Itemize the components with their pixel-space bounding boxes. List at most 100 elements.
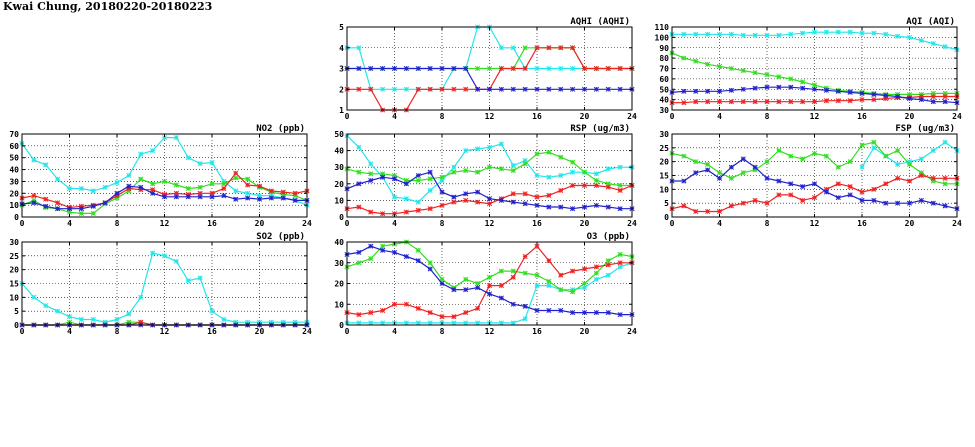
rsp-blue-point (522, 201, 528, 207)
no2-cyan-point (90, 188, 96, 194)
aqhi-red-point (498, 65, 504, 72)
aqhi-red-point (439, 86, 445, 92)
so2-cyan-point (43, 303, 49, 309)
fsp-red-point (788, 192, 794, 198)
fsp-blue-point (716, 175, 723, 181)
aqi-green-point (716, 63, 723, 69)
no2-green-point (90, 210, 96, 216)
rsp-red-point (593, 182, 599, 189)
rsp-green-point (427, 176, 433, 182)
aqi-cyan-point (776, 32, 782, 38)
rsp-xtick-label: 0 (345, 219, 350, 228)
fsp-xtick-label: 8 (765, 219, 770, 228)
aqi-blue-point (788, 84, 794, 90)
rsp-blue-point (593, 202, 599, 208)
no2-blue-point (102, 200, 108, 206)
rsp-green-point (415, 177, 421, 184)
o3-blue-point (593, 309, 599, 316)
fsp-ytick-label: 0 (664, 213, 669, 222)
o3-green-point (486, 274, 493, 280)
aqhi-red-point (534, 45, 540, 51)
rsp-red-point (380, 211, 386, 217)
o3-ytick-label: 10 (334, 300, 344, 309)
o3-blue-point (380, 247, 386, 253)
aqhi-xtick-label: 20 (580, 112, 590, 121)
aqhi-ytick-label: 4 (339, 44, 344, 53)
aqhi-red-point (463, 86, 469, 92)
aqhi-xtick-label: 16 (532, 112, 542, 121)
so2-xtick-label: 0 (20, 327, 25, 336)
fsp-blue-point (823, 189, 829, 195)
fsp-red-point (835, 181, 841, 187)
fsp-green-point (883, 153, 889, 159)
o3-cyan-point (581, 285, 588, 291)
fsp-red-point (693, 208, 699, 215)
o3-xtick-label: 24 (627, 327, 637, 336)
o3-cyan-point (498, 320, 504, 326)
no2-red-point (292, 190, 298, 196)
aqi-blue-point (918, 97, 924, 103)
aqi-cyan-point (681, 31, 687, 37)
aqhi-cyan-point (558, 65, 564, 72)
no2-blue-point (126, 183, 132, 189)
aqhi-xtick-label: 8 (440, 112, 445, 121)
aqi-green-point (752, 70, 758, 76)
o3-red-point (593, 264, 599, 270)
rsp-cyan-point (534, 172, 540, 179)
no2-ytick-label: 30 (9, 177, 19, 186)
no2-green-point (233, 175, 239, 181)
fsp-blue-point (930, 200, 936, 206)
fsp-blue-point (871, 197, 877, 203)
o3-red-point (605, 262, 611, 268)
no2-ytick-label: 10 (9, 201, 19, 210)
aqi-green-point (811, 82, 818, 88)
no2-blue-point (161, 194, 168, 200)
fsp-ytick-label: 25 (659, 144, 669, 153)
so2-ytick-label: 0 (14, 321, 19, 330)
rsp-ytick-label: 20 (334, 180, 344, 189)
rsp-red-point (451, 199, 457, 205)
so2-panel-title: SO2 (ppb) (256, 232, 305, 242)
o3-red-point (617, 260, 623, 266)
aqi-xtick-label: 16 (857, 112, 867, 121)
aqhi-red-point (510, 65, 516, 72)
aqhi-blue-point (380, 65, 386, 72)
fsp-green-point (871, 139, 877, 145)
aqhi-blue-point (403, 65, 409, 72)
o3-blue-point (451, 287, 457, 293)
fsp-xtick-label: 4 (717, 219, 722, 228)
fsp-red-point (740, 200, 746, 206)
no2-cyan-point (126, 172, 132, 179)
fsp-red-point (942, 175, 948, 181)
aqi-xtick-label: 0 (670, 112, 675, 121)
rsp-green-point (498, 166, 504, 172)
no2-xtick-label: 12 (160, 219, 170, 228)
no2-cyan-point (31, 157, 37, 163)
o3-green-point (534, 272, 540, 278)
aqi-cyan-point (740, 32, 746, 38)
so2-cyan-point (31, 294, 37, 300)
fsp-red-point (859, 189, 865, 195)
aqhi-cyan-point (570, 65, 576, 72)
rsp-green-point (534, 151, 540, 157)
no2-red-point (280, 189, 286, 195)
rsp-panel-title: RSP (ug/m3) (570, 124, 630, 134)
o3-green-point (356, 260, 362, 266)
o3-blue-point (546, 307, 552, 314)
fsp-blue-point (681, 178, 687, 184)
fsp-ytick-label: 30 (659, 130, 669, 139)
aqi-green-point (788, 76, 794, 82)
fsp-red-point (811, 195, 818, 201)
aqhi-blue-point (581, 86, 588, 92)
rsp-cyan-point (593, 171, 599, 177)
rsp-red-point (570, 182, 576, 189)
rsp-blue-point (356, 181, 362, 187)
no2-blue-point (150, 190, 156, 196)
rsp-cyan-point (605, 166, 611, 172)
so2-xtick-label: 8 (115, 327, 120, 336)
aqi-ytick-label: 90 (659, 44, 669, 53)
o3-blue-point (522, 303, 528, 309)
rsp-green-point (558, 154, 564, 160)
o3-green-point (522, 270, 528, 276)
fsp-green-point (776, 148, 782, 154)
